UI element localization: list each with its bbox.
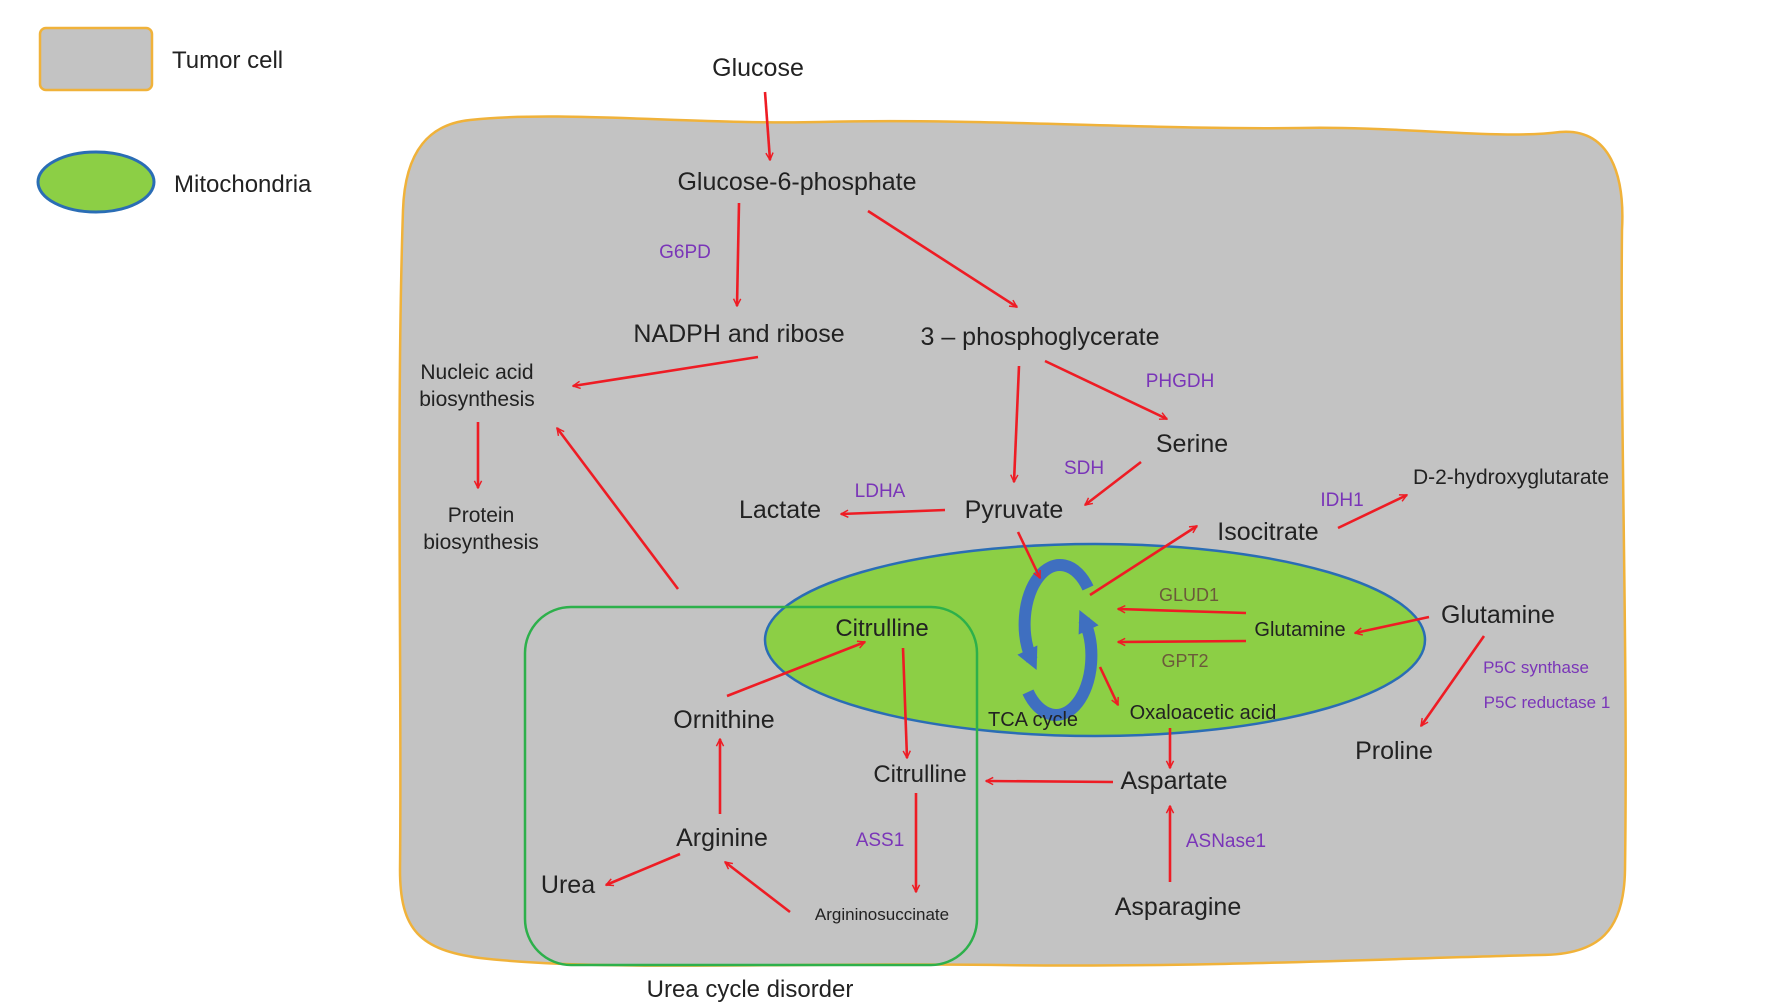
enzyme-asnase1: ASNase1 xyxy=(1186,831,1266,852)
enzyme-ass1: ASS1 xyxy=(856,830,905,851)
label-urea-cycle-disorder: Urea cycle disorder xyxy=(647,976,854,1002)
legend: Tumor cell Mitochondria xyxy=(36,26,312,214)
label-glucose-6-phosphate: Glucose-6-phosphate xyxy=(677,168,916,196)
arrow-urea-cycle-to-nucleic xyxy=(555,428,680,590)
arrow-arginine-to-urea xyxy=(606,852,681,885)
arrow-g6p-to-3pg xyxy=(867,209,1017,309)
label-nucleic-acid-line2: biosynthesis xyxy=(419,388,535,411)
arrow-glutamine-gpt2 xyxy=(1118,641,1247,642)
arrow-nadph-to-nucleic xyxy=(573,355,759,386)
label-protein-line2: biosynthesis xyxy=(423,531,539,554)
arrow-glucose-to-g6p xyxy=(763,91,770,160)
arrow-isocitrate-to-d2hg xyxy=(1337,493,1407,530)
enzyme-phgdh: PHGDH xyxy=(1146,371,1215,392)
label-glutamine-cyto: Glutamine xyxy=(1441,601,1555,629)
label-lactate: Lactate xyxy=(739,496,821,524)
label-3-phosphoglycerate: 3 – phosphoglycerate xyxy=(920,323,1159,351)
label-glucose: Glucose xyxy=(712,54,804,82)
label-proline: Proline xyxy=(1355,737,1433,765)
label-citrulline-cyto: Citrulline xyxy=(873,761,966,788)
label-pyruvate: Pyruvate xyxy=(965,496,1064,524)
legend-mitochondria-swatch xyxy=(36,150,156,214)
arrow-glutamine-cyto-to-mito xyxy=(1355,615,1430,633)
label-asparagine: Asparagine xyxy=(1115,893,1241,921)
label-nadph-and-ribose: NADPH and ribose xyxy=(633,320,844,348)
label-protein-line1: Protein xyxy=(448,504,515,527)
enzyme-gpt2: GPT2 xyxy=(1161,651,1208,671)
label-nucleic-acid-line1: Nucleic acid xyxy=(420,361,533,384)
arrow-ornithine-to-citrulline xyxy=(726,642,865,698)
arrow-serine-to-pyruvate xyxy=(1085,460,1142,507)
label-tca-cycle: TCA cycle xyxy=(988,709,1078,731)
label-citrulline-mito: Citrulline xyxy=(835,615,928,642)
label-d2hg: D-2-hydroxyglutarate xyxy=(1413,466,1609,489)
arrow-3pg-to-pyruvate xyxy=(1014,365,1021,482)
arrow-argsucc-to-arginine xyxy=(725,860,791,914)
label-urea: Urea xyxy=(541,871,595,899)
arrow-3pg-to-serine xyxy=(1044,359,1167,421)
arrow-glutamine-glud1 xyxy=(1118,609,1247,615)
arrow-pyruvate-to-lactate xyxy=(841,508,946,514)
label-ornithine: Ornithine xyxy=(673,706,774,734)
arrow-tca-to-isocitrate xyxy=(1089,524,1197,597)
tumor-cell xyxy=(398,115,1627,967)
metabolite-labels: Glucose Glucose-6-phosphate NADPH and ri… xyxy=(419,54,1609,1002)
arrow-citrulline-mito-to-cyto xyxy=(901,647,907,758)
legend-mitochondria-label: Mitochondria xyxy=(174,171,312,198)
enzyme-p5c-synthase: P5C synthase xyxy=(1483,658,1589,677)
arrow-aspartate-to-citrulline xyxy=(986,781,1114,782)
enzyme-labels: G6PD PHGDH SDH LDHA IDH1 GLUD1 GPT2 P5C … xyxy=(659,242,1610,852)
arrow-glutamine-to-proline xyxy=(1419,635,1486,726)
label-aspartate: Aspartate xyxy=(1120,767,1227,795)
enzyme-ldha: LDHA xyxy=(855,481,906,502)
legend-tumor-cell-swatch xyxy=(38,26,154,92)
label-serine: Serine xyxy=(1156,430,1228,458)
arrow-tca-to-oaa xyxy=(1098,666,1120,705)
label-arginine: Arginine xyxy=(676,824,768,852)
legend-tumor-cell-label: Tumor cell xyxy=(172,47,283,74)
enzyme-glud1: GLUD1 xyxy=(1159,585,1219,605)
enzyme-sdh: SDH xyxy=(1064,458,1104,479)
arrow-g6p-to-nadph xyxy=(737,202,739,306)
urea-cycle-box xyxy=(523,605,979,967)
enzyme-p5c-reductase-1: P5C reductase 1 xyxy=(1484,693,1611,712)
arrow-pyruvate-to-tca xyxy=(1016,531,1042,578)
enzyme-g6pd: G6PD xyxy=(659,242,711,263)
pathway-arrows xyxy=(478,91,1486,914)
label-glutamine-mito: Glutamine xyxy=(1254,619,1345,641)
label-argininosuccinate: Argininosuccinate xyxy=(815,905,949,924)
enzyme-idh1: IDH1 xyxy=(1320,490,1363,511)
label-oxaloacetic-acid: Oxaloacetic acid xyxy=(1130,702,1277,724)
label-isocitrate: Isocitrate xyxy=(1217,518,1318,546)
